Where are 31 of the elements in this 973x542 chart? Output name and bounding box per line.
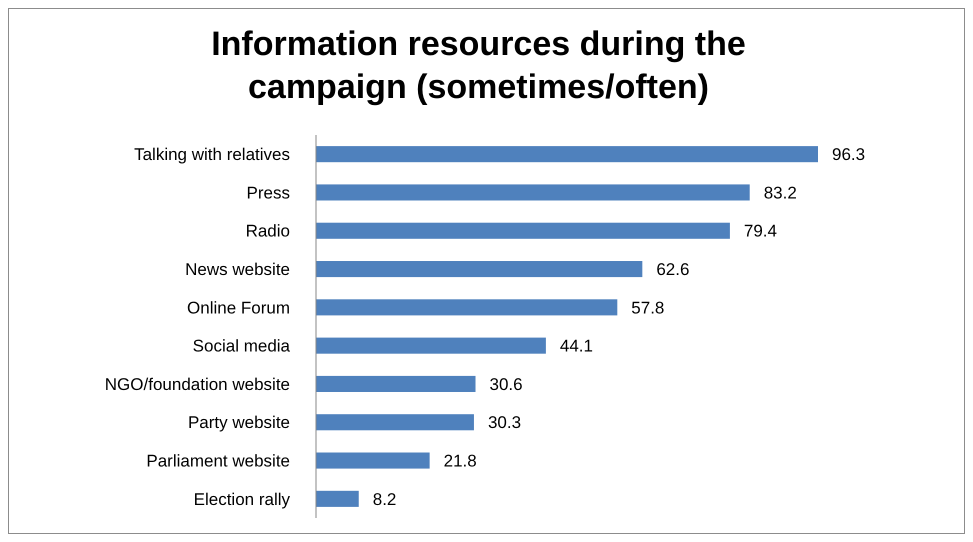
bar [316, 299, 618, 316]
bar [316, 146, 818, 162]
chart-title: Information resources during the campaign (sometimes/often) [211, 25, 746, 106]
data-label: 8.2 [372, 490, 396, 509]
y-tick-label: NGO/foundation website [104, 374, 290, 394]
y-tick-label: Press [246, 183, 290, 202]
data-label: 96.3 [832, 145, 866, 164]
y-tick-label: News website [185, 260, 290, 279]
data-label: 30.3 [488, 413, 522, 432]
data-label: 57.8 [631, 298, 664, 318]
bar [316, 261, 642, 278]
data-label: 62.6 [656, 260, 690, 279]
data-label: 83.2 [764, 183, 797, 202]
bar [316, 376, 476, 392]
bar [316, 338, 546, 354]
bar [316, 490, 359, 507]
data-label: 30.6 [490, 374, 523, 394]
y-tick-label: Election rally [194, 490, 290, 509]
bar [316, 222, 730, 239]
y-tick-label: Online Forum [187, 298, 290, 318]
bar [316, 414, 474, 430]
data-label: 21.8 [444, 452, 477, 470]
bar [316, 452, 430, 469]
data-label: 44.1 [560, 336, 593, 356]
data-label: 79.4 [744, 222, 777, 241]
y-tick-label: Social media [192, 336, 291, 356]
y-tick-label: Parliament website [146, 452, 290, 470]
y-tick-label: Party website [188, 413, 290, 432]
bar [316, 184, 750, 200]
y-tick-label: Radio [246, 222, 290, 241]
y-tick-label: Talking with relatives [134, 145, 290, 164]
